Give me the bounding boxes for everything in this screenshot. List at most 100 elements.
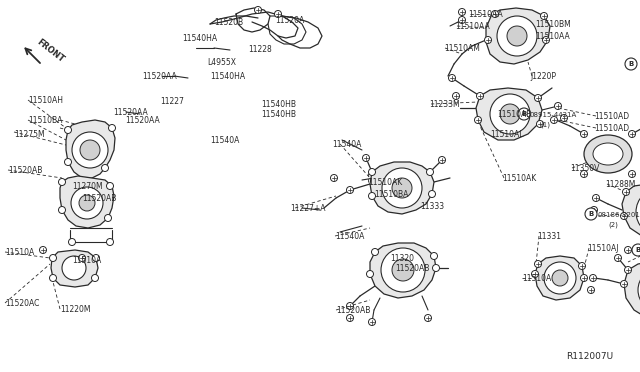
Text: 11333: 11333 [420,202,444,211]
Text: 11510AH: 11510AH [28,96,63,105]
Circle shape [80,140,100,160]
Text: 11510AL: 11510AL [490,130,524,139]
Text: 11510BA: 11510BA [28,116,62,125]
Circle shape [438,157,445,164]
Circle shape [458,9,465,16]
Polygon shape [624,261,640,320]
Circle shape [72,132,108,168]
Circle shape [621,280,627,288]
Text: 11540HB: 11540HB [261,110,296,119]
Text: 11540A: 11540A [335,232,364,241]
Circle shape [106,238,113,246]
Circle shape [362,154,369,161]
Text: 11520AB: 11520AB [336,306,371,315]
Text: 11520AA: 11520AA [113,108,148,117]
Circle shape [621,212,627,219]
Circle shape [65,158,72,166]
Text: 11520A: 11520A [275,16,304,25]
Circle shape [636,188,640,236]
Ellipse shape [584,135,632,173]
Text: B: B [628,61,634,67]
Circle shape [593,195,600,202]
Circle shape [62,256,86,280]
Polygon shape [370,162,434,214]
Polygon shape [66,120,115,178]
Circle shape [93,254,99,262]
Text: (2): (2) [608,222,618,228]
Circle shape [371,248,378,256]
Circle shape [625,266,632,273]
Text: 08915-4421A: 08915-4421A [530,112,577,118]
Circle shape [65,126,72,134]
Circle shape [484,36,492,44]
Circle shape [367,270,374,278]
Circle shape [255,6,262,13]
Text: 11520AA: 11520AA [142,72,177,81]
Circle shape [561,115,568,122]
Circle shape [580,170,588,177]
Circle shape [614,254,621,262]
Circle shape [106,183,113,189]
Circle shape [102,164,109,171]
Circle shape [580,275,588,282]
Circle shape [382,168,422,208]
Text: 11540A: 11540A [332,140,362,149]
Text: 11275M: 11275M [14,130,45,139]
Circle shape [79,254,86,262]
Text: 11510AD: 11510AD [594,112,629,121]
Ellipse shape [593,143,623,165]
Text: 11350V: 11350V [570,164,600,173]
Text: 11510A: 11510A [522,274,551,283]
Circle shape [49,275,56,282]
Circle shape [625,58,637,70]
Circle shape [591,206,598,214]
Circle shape [628,131,636,138]
Text: J1220P: J1220P [530,72,556,81]
Circle shape [68,238,76,246]
Circle shape [346,314,353,321]
Circle shape [554,103,561,109]
Text: 11233M: 11233M [429,100,460,109]
Circle shape [544,262,576,294]
Circle shape [381,248,425,292]
Text: 11331: 11331 [537,232,561,241]
Circle shape [392,178,412,198]
Circle shape [346,186,353,193]
Circle shape [492,10,499,17]
Circle shape [49,254,56,262]
Text: 11228: 11228 [248,45,272,54]
Circle shape [588,286,595,294]
Circle shape [518,108,530,120]
Circle shape [541,13,547,19]
Text: 11510AJ: 11510AJ [587,244,618,253]
Text: 11540HA: 11540HA [210,72,245,81]
Text: 11520AB: 11520AB [8,166,42,175]
Text: 11510AA: 11510AA [468,10,503,19]
Circle shape [638,268,640,312]
Text: 11510A: 11510A [72,256,101,265]
Text: 11520AA: 11520AA [125,116,160,125]
Circle shape [92,275,99,282]
Text: B: B [636,247,640,253]
Circle shape [275,10,282,17]
Circle shape [534,260,541,267]
Polygon shape [622,184,640,240]
Circle shape [536,121,543,128]
Text: FRONT: FRONT [35,37,66,64]
Circle shape [429,190,435,198]
Circle shape [369,192,376,199]
Text: (1): (1) [540,122,550,128]
Circle shape [585,208,597,220]
Text: 11510AK: 11510AK [502,174,536,183]
Circle shape [589,275,596,282]
Polygon shape [535,256,584,300]
Circle shape [424,314,431,321]
Circle shape [552,270,568,286]
Circle shape [550,116,557,124]
Circle shape [71,187,103,219]
Circle shape [543,36,550,44]
Circle shape [392,259,414,281]
Circle shape [452,93,460,99]
Circle shape [109,125,115,131]
Circle shape [330,174,337,182]
